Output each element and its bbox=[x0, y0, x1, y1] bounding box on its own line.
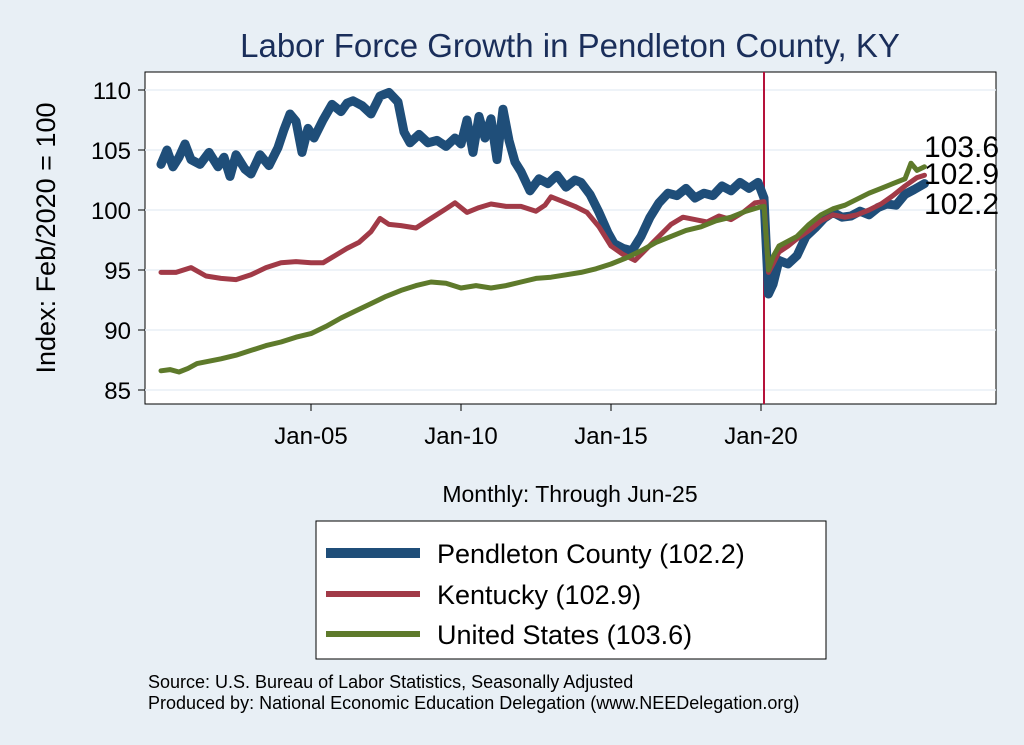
y-tick-label: 90 bbox=[104, 318, 131, 345]
x-tick-label: Jan-05 bbox=[274, 423, 347, 450]
series-lines bbox=[156, 87, 929, 375]
series-line-2 bbox=[158, 160, 927, 375]
x-tick-label: Jan-15 bbox=[574, 423, 647, 450]
x-axis-label: Monthly: Through Jun-25 bbox=[442, 481, 697, 507]
producer-note: Produced by: National Economic Education… bbox=[148, 693, 799, 713]
y-axis: 85 90 95 100 105 110 bbox=[91, 78, 145, 405]
end-label-0: 102.2 bbox=[924, 188, 999, 221]
end-label-1: 102.9 bbox=[924, 158, 999, 191]
x-tick-label: Jan-10 bbox=[424, 423, 497, 450]
plot-area bbox=[144, 71, 997, 405]
series-line-0 bbox=[156, 87, 929, 299]
legend-entries: Pendleton County (102.2) Kentucky (102.9)… bbox=[326, 539, 745, 650]
x-axis: Jan-05 Jan-10 Jan-15 Jan-20 bbox=[274, 404, 798, 450]
y-tick-label: 95 bbox=[104, 258, 131, 285]
series-line-1 bbox=[158, 172, 927, 283]
chart-title: Labor Force Growth in Pendleton County, … bbox=[240, 27, 900, 64]
x-tick-label: Jan-20 bbox=[724, 423, 797, 450]
y-tick-label: 100 bbox=[91, 198, 131, 225]
source-note: Source: U.S. Bureau of Labor Statistics,… bbox=[148, 672, 633, 692]
end-label-2: 103.6 bbox=[924, 131, 999, 164]
y-tick-label: 110 bbox=[93, 78, 131, 105]
gridlines bbox=[145, 89, 996, 391]
legend-label-2: United States (103.6) bbox=[437, 620, 692, 650]
legend-label-1: Kentucky (102.9) bbox=[437, 580, 641, 610]
legend-label-0: Pendleton County (102.2) bbox=[437, 539, 745, 569]
y-tick-label: 105 bbox=[91, 138, 131, 165]
y-axis-label: Index: Feb/2020 = 100 bbox=[31, 103, 61, 374]
y-tick-label: 85 bbox=[104, 378, 131, 405]
